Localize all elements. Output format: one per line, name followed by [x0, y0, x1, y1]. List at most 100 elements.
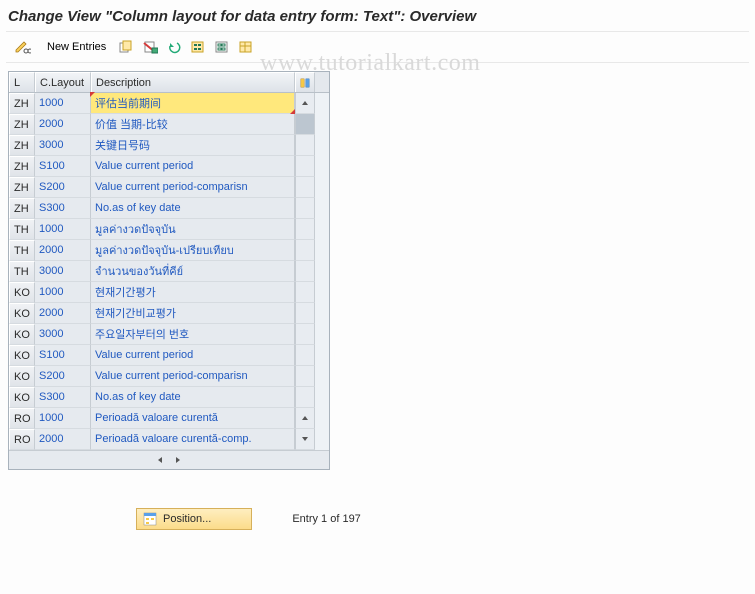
cell-layout[interactable]: 2000	[35, 429, 91, 450]
table-row[interactable]: KOS200Value current period-comparisn	[9, 366, 329, 387]
undo-button[interactable]	[163, 36, 185, 58]
cell-lang[interactable]: TH	[9, 240, 35, 261]
scroll-gutter[interactable]	[295, 114, 315, 135]
table-row[interactable]: TH2000มูลค่างวดปัจจุบัน-เปรียบเทียบ	[9, 240, 329, 261]
table-row[interactable]: ZHS200Value current period-comparisn	[9, 177, 329, 198]
cell-layout[interactable]: S300	[35, 198, 91, 219]
scroll-gutter[interactable]	[295, 240, 315, 261]
delete-button[interactable]	[139, 36, 161, 58]
cell-layout[interactable]: S100	[35, 345, 91, 366]
cell-lang[interactable]: ZH	[9, 114, 35, 135]
table-settings-button[interactable]	[235, 36, 257, 58]
deselect-all-button[interactable]	[211, 36, 233, 58]
cell-lang[interactable]: ZH	[9, 156, 35, 177]
cell-lang[interactable]: RO	[9, 429, 35, 450]
horizontal-scrollbar[interactable]	[9, 450, 329, 469]
scroll-gutter[interactable]	[295, 135, 315, 156]
cell-description[interactable]: Perioadă valoare curentă	[91, 408, 295, 429]
cell-layout[interactable]: 3000	[35, 261, 91, 282]
cell-description[interactable]: มูลค่างวดปัจจุบัน-เปรียบเทียบ	[91, 240, 295, 261]
cell-layout[interactable]: 1000	[35, 93, 91, 114]
table-row[interactable]: ZHS100Value current period	[9, 156, 329, 177]
cell-layout[interactable]: S300	[35, 387, 91, 408]
cell-layout[interactable]: 1000	[35, 282, 91, 303]
cell-layout[interactable]: 2000	[35, 240, 91, 261]
toggle-display-change-button[interactable]	[8, 36, 38, 58]
scroll-gutter[interactable]	[295, 303, 315, 324]
cell-description[interactable]: จำนวนของวันที่คีย์	[91, 261, 295, 282]
cell-lang[interactable]: KO	[9, 345, 35, 366]
cell-lang[interactable]: KO	[9, 303, 35, 324]
cell-lang[interactable]: RO	[9, 408, 35, 429]
scroll-gutter[interactable]	[295, 345, 315, 366]
cell-description[interactable]: มูลค่างวดปัจจุบัน	[91, 219, 295, 240]
cell-description[interactable]: No.as of key date	[91, 198, 295, 219]
scroll-gutter[interactable]	[295, 282, 315, 303]
table-row[interactable]: KOS100Value current period	[9, 345, 329, 366]
cell-lang[interactable]: ZH	[9, 93, 35, 114]
column-header-lang[interactable]: L	[9, 72, 35, 92]
copy-as-button[interactable]	[115, 36, 137, 58]
cell-description[interactable]: Value current period-comparisn	[91, 177, 295, 198]
scroll-up-button[interactable]	[295, 93, 315, 114]
scroll-gutter[interactable]	[295, 156, 315, 177]
table-row[interactable]: ZHS300No.as of key date	[9, 198, 329, 219]
scroll-gutter[interactable]	[295, 219, 315, 240]
cell-description[interactable]: Value current period	[91, 345, 295, 366]
cell-lang[interactable]: KO	[9, 366, 35, 387]
cell-description[interactable]: Value current period-comparisn	[91, 366, 295, 387]
scroll-gutter[interactable]	[295, 177, 315, 198]
scroll-gutter[interactable]	[295, 408, 315, 429]
cell-description[interactable]: 价值 当期-比较	[91, 114, 295, 135]
scroll-gutter[interactable]	[295, 387, 315, 408]
cell-description[interactable]: Perioadă valoare curentă-comp.	[91, 429, 295, 450]
scroll-down-button[interactable]	[295, 429, 315, 450]
cell-description[interactable]: No.as of key date	[91, 387, 295, 408]
cell-lang[interactable]: KO	[9, 387, 35, 408]
cell-lang[interactable]: ZH	[9, 198, 35, 219]
position-button[interactable]: Position...	[136, 508, 252, 530]
column-header-layout[interactable]: C.Layout	[35, 72, 91, 92]
cell-lang[interactable]: ZH	[9, 177, 35, 198]
cell-description[interactable]: 주요일자부터의 번호	[91, 324, 295, 345]
cell-description[interactable]: 현재기간비교평가	[91, 303, 295, 324]
table-row[interactable]: KOS300No.as of key date	[9, 387, 329, 408]
table-row[interactable]: ZH2000价值 当期-比较	[9, 114, 329, 135]
scroll-right-button[interactable]	[171, 453, 185, 467]
cell-description[interactable]: 현재기간평가	[91, 282, 295, 303]
table-row[interactable]: KO3000주요일자부터의 번호	[9, 324, 329, 345]
table-row[interactable]: TH1000มูลค่างวดปัจจุบัน	[9, 219, 329, 240]
cell-lang[interactable]: KO	[9, 324, 35, 345]
cell-description[interactable]: Value current period	[91, 156, 295, 177]
table-row[interactable]: ZH1000评估当前期间	[9, 93, 329, 114]
cell-layout[interactable]: 2000	[35, 303, 91, 324]
table-row[interactable]: KO2000현재기간비교평가	[9, 303, 329, 324]
column-header-description[interactable]: Description	[91, 72, 295, 92]
cell-layout[interactable]: 3000	[35, 135, 91, 156]
scroll-gutter[interactable]	[295, 324, 315, 345]
scroll-gutter[interactable]	[295, 261, 315, 282]
select-all-button[interactable]	[187, 36, 209, 58]
cell-lang[interactable]: ZH	[9, 135, 35, 156]
cell-layout[interactable]: 1000	[35, 408, 91, 429]
cell-layout[interactable]: S200	[35, 177, 91, 198]
cell-description[interactable]: 评估当前期间	[91, 93, 295, 114]
table-row[interactable]: RO2000Perioadă valoare curentă-comp.	[9, 429, 329, 450]
cell-lang[interactable]: KO	[9, 282, 35, 303]
new-entries-button[interactable]: New Entries	[40, 36, 113, 58]
cell-layout[interactable]: 3000	[35, 324, 91, 345]
cell-layout[interactable]: S200	[35, 366, 91, 387]
cell-layout[interactable]: S100	[35, 156, 91, 177]
cell-lang[interactable]: TH	[9, 261, 35, 282]
scroll-gutter[interactable]	[295, 198, 315, 219]
table-row[interactable]: RO1000Perioadă valoare curentă	[9, 408, 329, 429]
scroll-gutter[interactable]	[295, 366, 315, 387]
cell-layout[interactable]: 1000	[35, 219, 91, 240]
table-row[interactable]: KO1000현재기간평가	[9, 282, 329, 303]
configure-columns-button[interactable]	[295, 72, 315, 92]
cell-layout[interactable]: 2000	[35, 114, 91, 135]
table-row[interactable]: TH3000จำนวนของวันที่คีย์	[9, 261, 329, 282]
scroll-left-button[interactable]	[153, 453, 167, 467]
table-row[interactable]: ZH3000关键日号码	[9, 135, 329, 156]
cell-description[interactable]: 关键日号码	[91, 135, 295, 156]
